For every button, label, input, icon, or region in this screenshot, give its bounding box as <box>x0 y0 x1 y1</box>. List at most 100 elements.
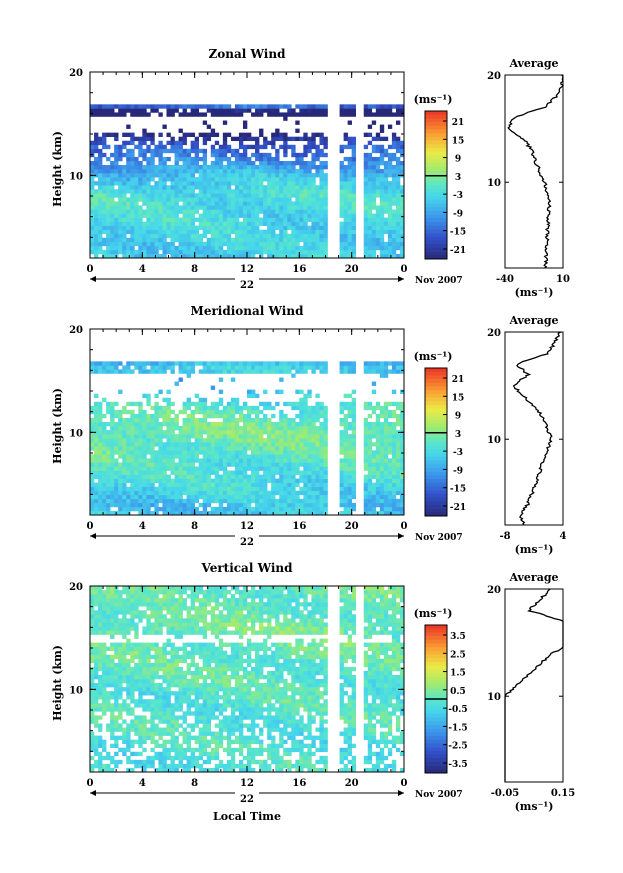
heatmap-cell <box>110 458 115 463</box>
heatmap-cell <box>118 104 123 109</box>
heatmap-cell <box>271 434 276 439</box>
heatmap-cell <box>287 470 292 475</box>
colorbar-segment <box>425 467 447 472</box>
heatmap-cell <box>98 502 103 508</box>
heatmap-cell <box>259 245 264 251</box>
heatmap-cell <box>339 177 344 182</box>
heatmap-cell <box>114 434 119 439</box>
heatmap-cell <box>363 478 369 483</box>
heatmap-cell <box>343 213 348 218</box>
heatmap-cell <box>371 181 377 186</box>
heatmap-cell <box>379 160 385 166</box>
heatmap-cell <box>375 458 381 463</box>
heatmap-cell <box>391 140 397 146</box>
heatmap-cell <box>174 498 179 504</box>
heatmap-cell <box>210 132 216 137</box>
heatmap-cell <box>210 237 216 243</box>
heatmap-cell <box>210 128 216 133</box>
heatmap-cell <box>367 446 373 451</box>
heatmap-cell <box>287 498 292 504</box>
heatmap-cell <box>194 185 199 190</box>
heatmap-cell <box>251 470 256 475</box>
heatmap-cell <box>319 510 324 516</box>
heatmap-cell <box>230 209 236 214</box>
heatmap-cell <box>259 458 264 463</box>
heatmap-cell <box>102 670 107 676</box>
heatmap-cell <box>267 241 272 247</box>
heatmap-cell <box>214 430 220 435</box>
heatmap-cell <box>106 422 111 427</box>
day-label: 22 <box>240 537 254 548</box>
heatmap-cell <box>182 361 187 366</box>
heatmap-cell <box>138 494 143 500</box>
heatmap-cell <box>303 245 308 251</box>
heatmap-cell <box>379 148 385 154</box>
heatmap-cell <box>367 458 373 463</box>
heatmap-cell <box>198 361 204 366</box>
heatmap-cell <box>279 245 284 251</box>
heatmap-cell <box>375 237 381 243</box>
heatmap-cell <box>162 430 167 435</box>
heatmap-cell <box>375 173 381 178</box>
heatmap-cell <box>238 369 244 374</box>
heatmap-cell <box>323 474 328 479</box>
heatmap-cell <box>194 474 199 479</box>
heatmap-cell <box>323 361 328 366</box>
heatmap-cell <box>263 201 268 206</box>
heatmap-cell <box>379 229 385 235</box>
heatmap-cell <box>255 193 260 198</box>
heatmap-cell <box>122 189 127 194</box>
heatmap-cell <box>110 165 115 170</box>
heatmap-cell <box>234 112 240 117</box>
heatmap-cell <box>323 221 328 226</box>
heatmap-cell <box>214 401 220 407</box>
heatmap-cell <box>263 446 268 451</box>
heatmap-cell <box>174 486 179 492</box>
heatmap-cell <box>118 438 123 443</box>
heatmap-cell <box>375 462 381 467</box>
heatmap-cell <box>234 104 240 109</box>
heatmap-cell <box>367 160 373 166</box>
heatmap-cell <box>271 466 276 471</box>
heatmap-cell <box>391 490 397 496</box>
heatmap-cell <box>247 205 252 210</box>
heatmap-cell <box>323 197 328 202</box>
heatmap-cell <box>146 237 151 243</box>
heatmap-cell <box>395 120 401 125</box>
heatmap-cell <box>251 486 256 492</box>
heatmap-cell <box>186 397 191 403</box>
colorbar-tick-label: -21 <box>450 503 466 513</box>
heatmap-cell <box>110 241 115 247</box>
heatmap-cell <box>210 365 216 370</box>
heatmap-cell <box>98 442 103 447</box>
heatmap-cell <box>174 438 179 443</box>
heatmap-cell <box>214 506 220 512</box>
heatmap-cell <box>122 173 127 178</box>
heatmap-cell <box>363 474 369 479</box>
heatmap-cell <box>275 185 280 190</box>
heatmap-cell <box>202 458 208 463</box>
heatmap-cell <box>98 458 103 463</box>
heatmap-cell <box>295 217 300 222</box>
heatmap-cell <box>387 413 393 419</box>
heatmap-cell <box>166 490 171 496</box>
heatmap-cell <box>339 450 344 455</box>
heatmap-cell <box>206 124 212 129</box>
heatmap-cell <box>303 458 308 463</box>
heatmap-cell <box>367 249 373 255</box>
heatmap-cell <box>351 213 356 218</box>
heatmap-cell <box>182 132 187 137</box>
heatmap-cell <box>383 442 389 447</box>
heatmap-cell <box>146 442 151 447</box>
heatmap-cell <box>267 209 272 214</box>
heatmap-cell <box>138 490 143 496</box>
heatmap-cell <box>170 229 175 235</box>
heatmap-cell <box>259 237 264 243</box>
heatmap-cell <box>202 104 208 109</box>
heatmap-cell <box>138 181 143 186</box>
heatmap-cell <box>158 466 163 471</box>
heatmap-cell <box>90 610 95 615</box>
heatmap-cell <box>371 229 377 235</box>
heatmap-cell <box>238 245 244 251</box>
